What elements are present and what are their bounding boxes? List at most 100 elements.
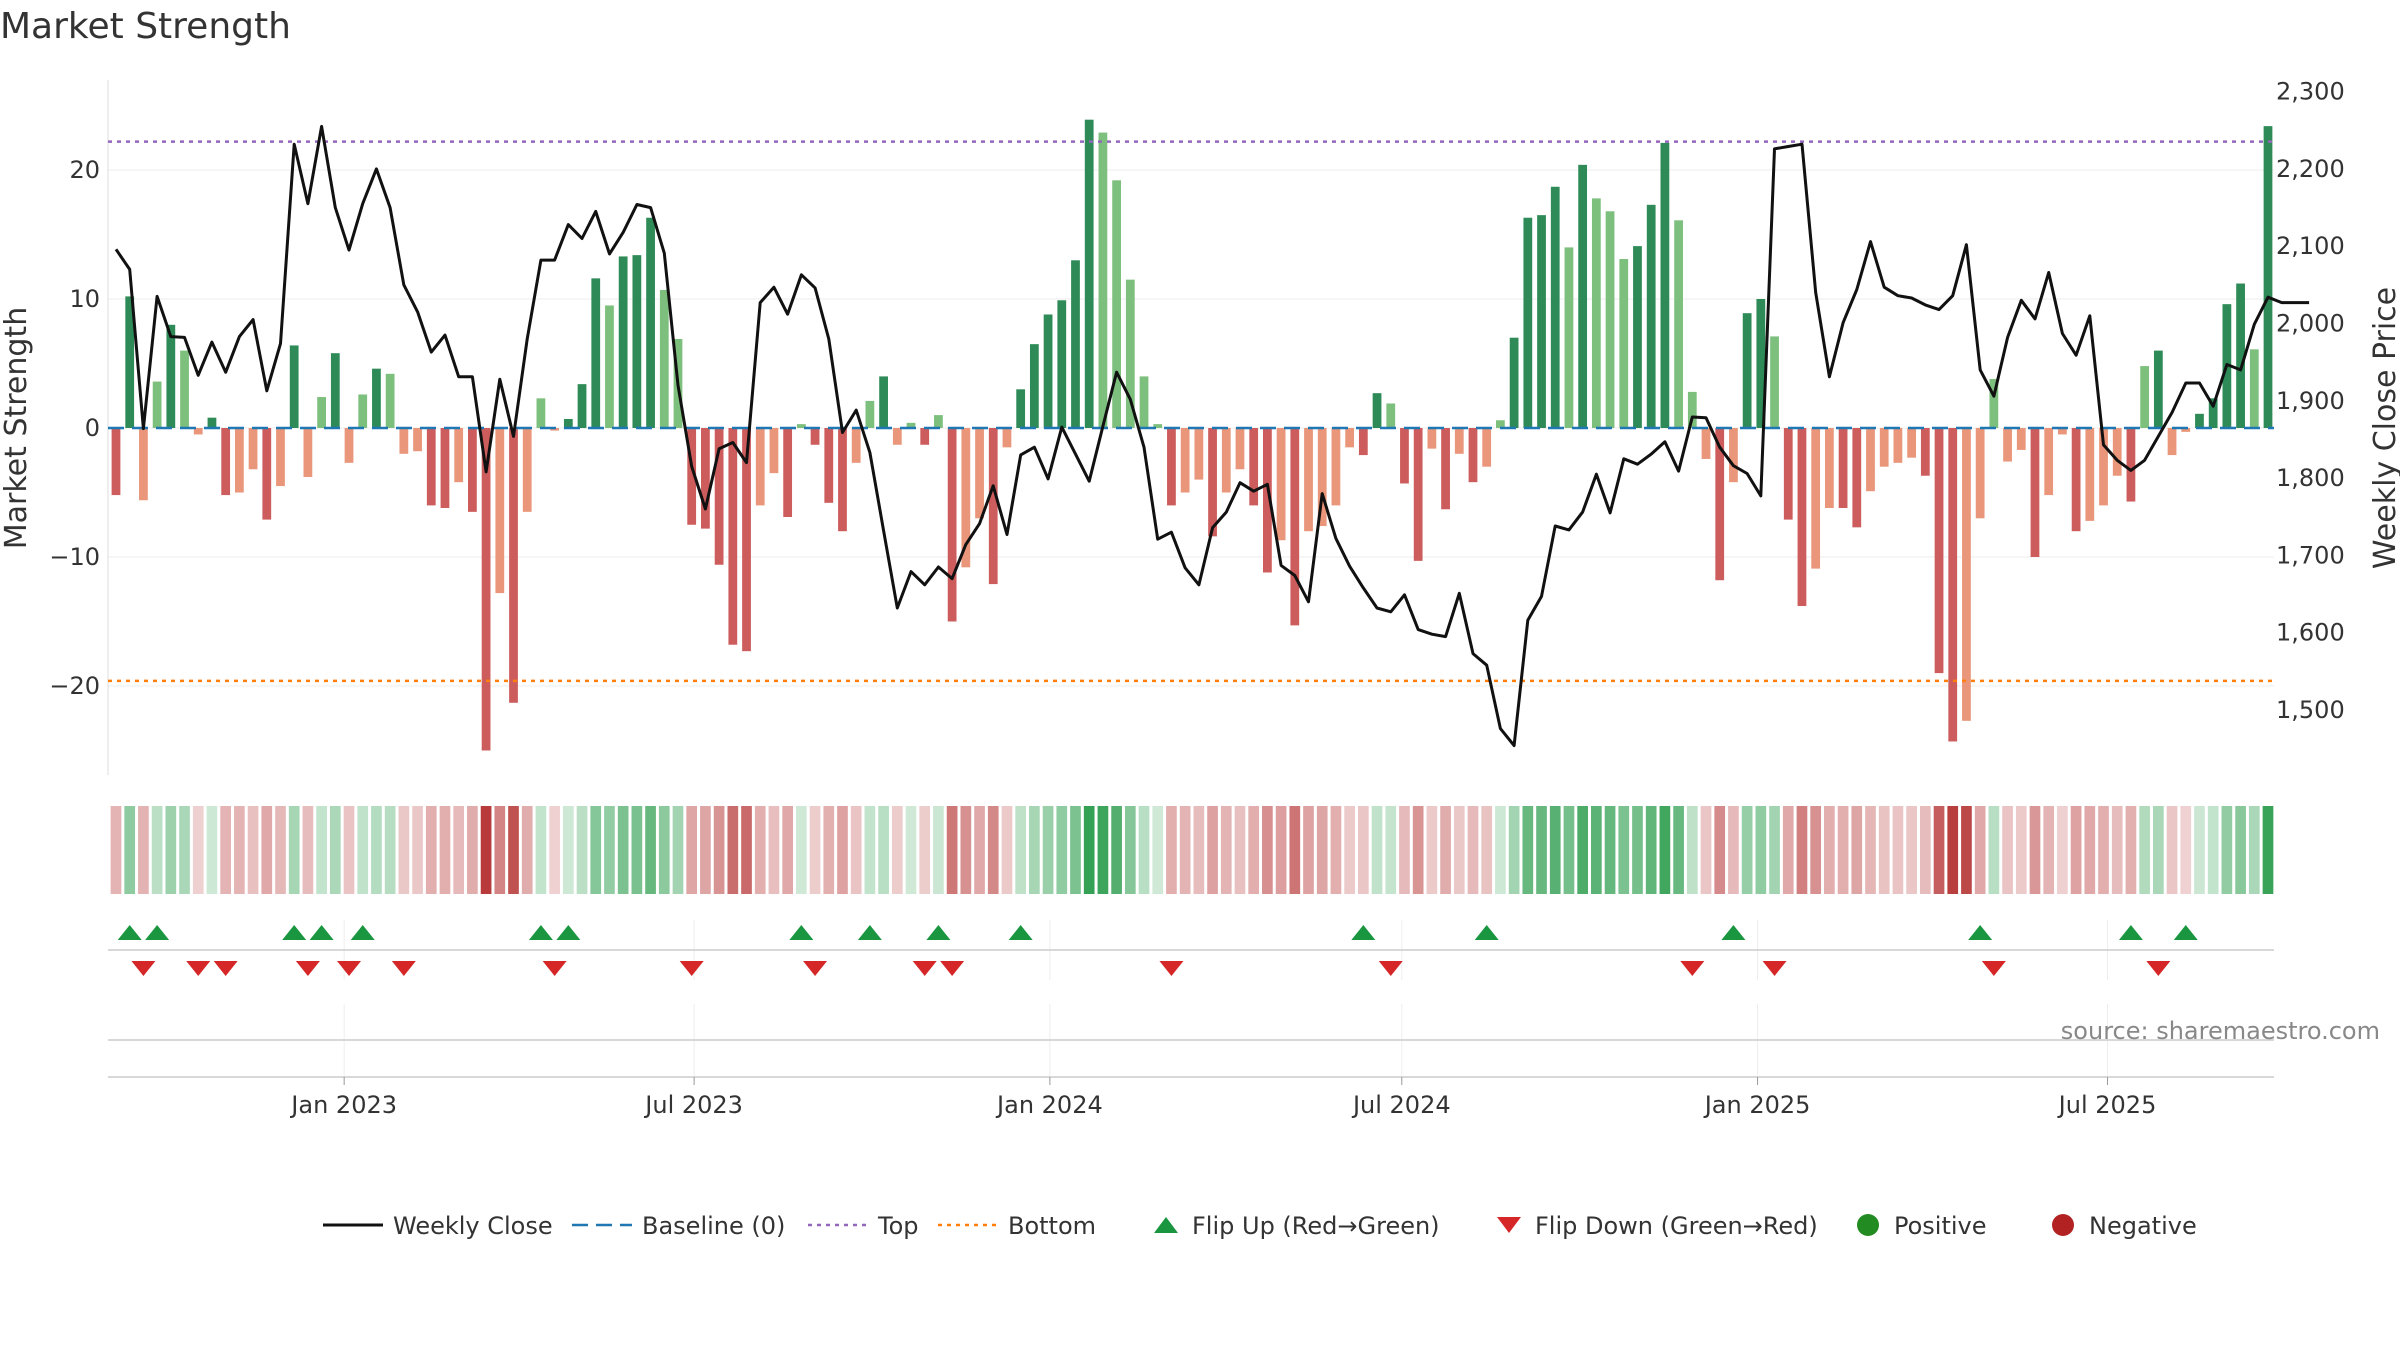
heat-strip-cell [261, 806, 273, 894]
heat-strip-cell [700, 806, 711, 894]
heat-strip-cell [1070, 806, 1081, 894]
strength-bar [207, 417, 217, 428]
y-right-tick-label: 2,000 [2276, 310, 2345, 338]
heat-strip-cell [1179, 806, 1191, 894]
heat-strip-cell [2002, 806, 2013, 894]
strength-bar [1605, 211, 1615, 428]
strength-bar [879, 376, 888, 428]
strength-bar [2236, 283, 2245, 428]
heat-strip-cell [1289, 806, 1301, 894]
heat-strip-cell [1645, 806, 1657, 894]
strength-bar [330, 353, 340, 428]
heat-strip-cell [2235, 806, 2246, 894]
strength-bar [1331, 428, 1341, 506]
strength-bar [838, 428, 847, 532]
strength-bar [755, 428, 765, 506]
heat-strip-cell [1810, 806, 1822, 894]
strength-bar [125, 296, 135, 428]
heat-strip-cell [1728, 806, 1739, 894]
strength-bar [1989, 378, 1999, 428]
strength-bar [1619, 259, 1629, 428]
y-axis-right-label: Weekly Close Price [2368, 287, 2400, 569]
weekly-close-line [114, 124, 2310, 748]
heat-strip-cell [2098, 806, 2109, 894]
heat-strip-cell [1097, 806, 1109, 894]
legend-label-6: Positive [1894, 1212, 1987, 1240]
y-right-tick-label: 2,300 [2276, 78, 2345, 106]
strength-bar [2153, 350, 2163, 428]
strength-heat-strip [110, 806, 2274, 894]
heat-strip-cell [1124, 806, 1136, 894]
heat-strip-cell [1083, 806, 1095, 894]
heat-strip-cell [1207, 806, 1218, 894]
strength-bar [1920, 428, 1930, 476]
heat-strip-cell [1933, 806, 1945, 894]
flip-up-marker [556, 925, 581, 940]
heat-strip-cell [1700, 806, 1712, 894]
flip-up-marker [789, 925, 814, 940]
strength-bar [1221, 428, 1231, 493]
heat-strip-cell [1193, 806, 1205, 894]
flip-down-marker [295, 961, 320, 976]
strength-bar [2249, 349, 2259, 428]
heat-strip-cell [1275, 806, 1287, 894]
flip-up-marker [117, 925, 142, 940]
strength-bar [1742, 313, 1752, 428]
strength-bar [632, 255, 642, 428]
strength-bar [1770, 336, 1779, 428]
strength-bar [2195, 413, 2204, 428]
heat-strip-cell [535, 806, 547, 894]
strength-bar [1098, 132, 1108, 428]
heat-strip-cell [1851, 806, 1863, 894]
heat-strip-cell [1399, 806, 1410, 894]
heat-strip-cell [878, 806, 889, 894]
heat-strip-cell [576, 806, 588, 894]
strength-bar [1962, 428, 1971, 721]
strength-bar [2208, 398, 2218, 428]
strength-bar [1386, 403, 1396, 428]
y-left-tick-label: 10 [69, 285, 100, 313]
flip-up-marker [1968, 925, 1993, 940]
heat-strip-cell [974, 806, 985, 894]
strength-bar [2085, 428, 2095, 521]
weekly-close-polyline [114, 124, 2310, 748]
flip-down-marker [1762, 961, 1787, 976]
heat-strip-cell [1015, 806, 1027, 894]
flip-down-marker [1680, 961, 1705, 976]
strength-bar [550, 428, 560, 431]
chart-title: Market Strength [0, 6, 291, 47]
heat-strip-cell [1755, 806, 1767, 894]
strength-bar [714, 428, 724, 565]
heat-strip-cell [1111, 806, 1122, 894]
strength-bar [139, 428, 148, 501]
heat-strip-cell [2180, 806, 2192, 894]
heat-strip-cell [124, 806, 136, 894]
heat-strip-cell [2111, 806, 2123, 894]
strength-bar [1783, 428, 1793, 520]
heat-strip-cell [864, 806, 876, 894]
strength-bar [1660, 142, 1670, 428]
heat-strip-cell [1988, 806, 2000, 894]
heat-strip-cell [1796, 806, 1808, 894]
x-tick-label: Jul 2024 [1351, 1091, 1451, 1119]
strength-bar [276, 428, 285, 487]
heat-strip-cell [1220, 806, 1232, 894]
heat-strip-cell [1234, 806, 1246, 894]
heat-strip-cell [467, 806, 478, 894]
strength-bar [1263, 428, 1272, 573]
strength-bar [1687, 391, 1697, 428]
strength-bar [248, 428, 258, 470]
heat-strip-cell [343, 806, 355, 894]
reference-lines [108, 140, 2274, 683]
flip-down-marker [542, 961, 567, 976]
strength-bar [796, 424, 806, 428]
strength-bar [221, 428, 231, 496]
heat-strip-cell [1837, 806, 1849, 894]
strength-bar [1002, 428, 1012, 448]
heat-strip-cell [1604, 806, 1616, 894]
heat-strip-cell [192, 806, 204, 894]
strength-bar [1537, 215, 1546, 428]
heat-strip-cell [2153, 806, 2164, 894]
strength-bar [947, 428, 957, 622]
heat-strip-cell [2015, 806, 2027, 894]
